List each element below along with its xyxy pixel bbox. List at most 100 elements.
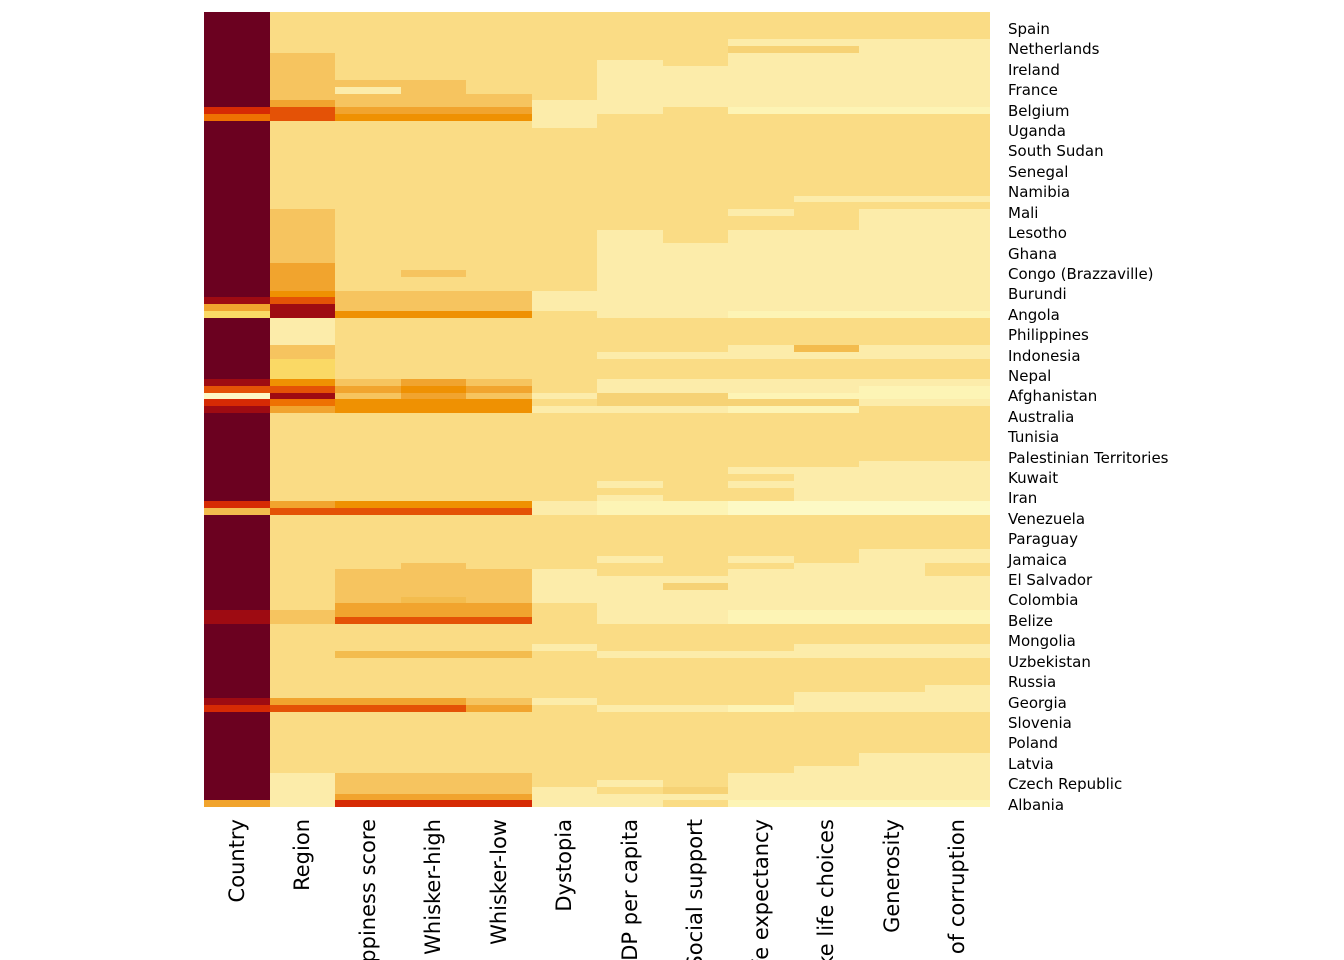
heatmap-cell — [466, 644, 532, 651]
heatmap-cell — [924, 311, 990, 318]
heatmap-cell — [531, 576, 597, 583]
heatmap-cell — [662, 45, 728, 53]
heatmap-cell — [531, 582, 597, 590]
heatmap-cell — [335, 637, 401, 645]
heatmap-cell — [728, 678, 794, 685]
heatmap-cell — [924, 487, 990, 495]
heatmap-cell — [269, 365, 335, 373]
country-label: Latvia — [1008, 754, 1054, 773]
heatmap-row — [204, 576, 990, 583]
heatmap-cell — [400, 671, 466, 679]
heatmap-cell — [597, 365, 663, 373]
heatmap-cell — [466, 426, 532, 434]
heatmap-cell — [728, 542, 794, 549]
heatmap-cell — [400, 637, 466, 645]
heatmap-cell — [400, 351, 466, 359]
heatmap-cell — [531, 548, 597, 556]
heatmap-cell — [204, 283, 270, 291]
heatmap-cell — [728, 644, 794, 651]
heatmap-cell — [793, 215, 859, 223]
heatmap-cell — [859, 467, 925, 475]
heatmap-cell — [728, 433, 794, 441]
heatmap-cell — [204, 372, 270, 380]
heatmap-cell — [400, 222, 466, 230]
heatmap-cell — [204, 535, 270, 543]
heatmap-cell — [269, 297, 335, 305]
heatmap-cell — [924, 351, 990, 359]
heatmap-cell — [531, 800, 597, 808]
heatmap-cell — [924, 542, 990, 549]
heatmap-row — [204, 637, 990, 645]
heatmap-cell — [662, 453, 728, 461]
heatmap-cell — [793, 508, 859, 515]
heatmap-cell — [728, 256, 794, 264]
heatmap-cell — [269, 433, 335, 441]
heatmap-cell — [924, 134, 990, 142]
heatmap-cell — [728, 113, 794, 121]
heatmap-cell — [531, 596, 597, 604]
heatmap-cell — [531, 297, 597, 305]
heatmap-cell — [531, 678, 597, 685]
heatmap-cell — [400, 277, 466, 284]
heatmap-cell — [269, 589, 335, 597]
heatmap-cell — [335, 365, 401, 373]
heatmap-cell — [924, 127, 990, 135]
heatmap-cell — [335, 684, 401, 692]
heatmap-cell — [204, 521, 270, 529]
heatmap-cell — [466, 25, 532, 33]
heatmap-cell — [269, 752, 335, 760]
heatmap-cell — [531, 215, 597, 223]
heatmap-cell — [335, 589, 401, 597]
heatmap-cell — [400, 12, 466, 19]
heatmap-cell — [597, 630, 663, 638]
heatmap-cell — [728, 474, 794, 481]
heatmap-cell — [662, 195, 728, 203]
heatmap-cell — [400, 644, 466, 651]
heatmap-cell — [859, 582, 925, 590]
heatmap-cell — [859, 800, 925, 808]
heatmap-cell — [924, 705, 990, 713]
heatmap-cell — [335, 283, 401, 291]
heatmap-cell — [859, 752, 925, 760]
heatmap-cell — [728, 127, 794, 135]
heatmap-cell — [269, 460, 335, 468]
column-label: GDP per capita — [617, 819, 642, 960]
heatmap-cell — [793, 494, 859, 502]
heatmap-cell — [269, 453, 335, 461]
heatmap-cell — [531, 358, 597, 366]
heatmap-row — [204, 290, 990, 298]
heatmap-row — [204, 630, 990, 638]
heatmap-cell — [859, 73, 925, 80]
heatmap-cell — [335, 657, 401, 665]
heatmap-cell — [400, 181, 466, 189]
heatmap-cell — [597, 147, 663, 155]
heatmap-cell — [269, 32, 335, 40]
heatmap-cell — [662, 786, 728, 794]
heatmap-row — [204, 562, 990, 570]
heatmap-cell — [662, 800, 728, 808]
heatmap-cell — [204, 637, 270, 645]
heatmap-cell — [859, 154, 925, 162]
heatmap-cell — [400, 18, 466, 26]
heatmap-cell — [597, 399, 663, 407]
heatmap-cell — [400, 379, 466, 386]
heatmap-cell — [728, 73, 794, 80]
heatmap-cell — [269, 141, 335, 148]
heatmap-cell — [204, 93, 270, 101]
heatmap-cell — [662, 365, 728, 373]
heatmap-row — [204, 678, 990, 685]
heatmap-cell — [531, 780, 597, 787]
heatmap-cell — [204, 154, 270, 162]
heatmap-cell — [269, 521, 335, 529]
heatmap-cell — [204, 147, 270, 155]
heatmap-cell — [466, 202, 532, 210]
heatmap-cell — [662, 759, 728, 767]
heatmap-cell — [335, 766, 401, 774]
heatmap-cell — [466, 209, 532, 216]
heatmap-cell — [859, 548, 925, 556]
heatmap-cell — [466, 773, 532, 781]
heatmap-row — [204, 236, 990, 244]
heatmap-cell — [859, 66, 925, 74]
heatmap-cell — [924, 413, 990, 420]
heatmap-cell — [597, 759, 663, 767]
